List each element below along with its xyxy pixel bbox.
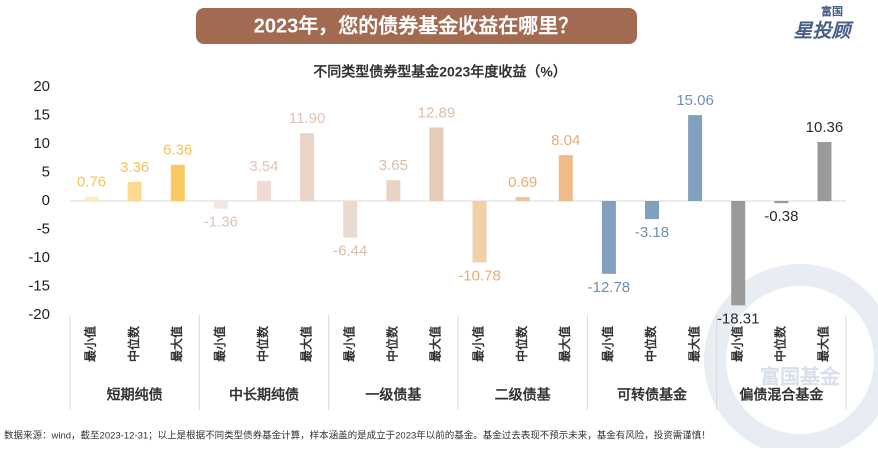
bar bbox=[213, 201, 228, 209]
watermark: 富国基金 bbox=[760, 364, 841, 388]
x-tick-label: 最大值 bbox=[169, 326, 184, 362]
value-label: 3.36 bbox=[120, 159, 149, 176]
value-label: 15.06 bbox=[676, 92, 714, 109]
group-label: 可转债基金 bbox=[617, 387, 688, 403]
value-label: 11.90 bbox=[289, 110, 325, 127]
value-label: 0.69 bbox=[508, 174, 537, 191]
y-tick-label: 10 bbox=[33, 135, 50, 152]
bar bbox=[645, 201, 659, 220]
logo-main: 星投顾 bbox=[793, 20, 854, 42]
value-label: -12.78 bbox=[588, 279, 631, 296]
value-label: 3.54 bbox=[249, 158, 278, 175]
x-tick-label: 最小值 bbox=[212, 326, 227, 362]
x-tick-label: 最大值 bbox=[816, 326, 831, 362]
y-tick-label: 20 bbox=[33, 78, 50, 95]
bar bbox=[127, 181, 142, 201]
y-tick-label: 0 bbox=[42, 192, 50, 209]
bar bbox=[558, 155, 573, 201]
x-tick-label: 中位数 bbox=[255, 325, 270, 362]
y-tick-label: -20 bbox=[28, 306, 50, 323]
bar bbox=[731, 201, 746, 306]
bar bbox=[343, 201, 358, 238]
x-tick-label: 最小值 bbox=[341, 326, 356, 362]
value-label: 8.04 bbox=[551, 132, 580, 149]
bar bbox=[688, 115, 703, 201]
y-tick-label: 5 bbox=[42, 163, 50, 180]
x-tick-label: 中位数 bbox=[643, 325, 658, 362]
x-tick-label: 最小值 bbox=[83, 326, 98, 362]
watermark-ring bbox=[704, 264, 878, 453]
bar bbox=[386, 180, 401, 201]
bar bbox=[472, 201, 487, 263]
bar bbox=[84, 196, 99, 201]
value-label: 0.76 bbox=[77, 174, 106, 191]
bar bbox=[774, 201, 789, 204]
bar bbox=[601, 201, 616, 274]
x-tick-label: 中位数 bbox=[773, 325, 788, 362]
x-tick-label: 最大值 bbox=[557, 326, 572, 362]
x-tick-label: 最小值 bbox=[471, 326, 486, 362]
bar bbox=[170, 164, 185, 201]
y-tick-label: -10 bbox=[28, 249, 50, 266]
value-label: -3.18 bbox=[635, 224, 669, 241]
value-label: 3.65 bbox=[379, 157, 408, 174]
value-label: -18.31 bbox=[717, 310, 760, 327]
y-tick-label: 15 bbox=[33, 106, 50, 123]
y-tick-label: -15 bbox=[28, 277, 50, 294]
bar bbox=[515, 197, 530, 201]
value-label: -10.78 bbox=[458, 267, 501, 284]
bar bbox=[817, 141, 832, 201]
chart-title: 不同类型债券型基金2023年度收益（%） bbox=[313, 64, 567, 80]
x-tick-label: 中位数 bbox=[126, 325, 141, 362]
bar bbox=[257, 180, 271, 201]
x-tick-label: 最小值 bbox=[729, 326, 744, 362]
x-tick-label: 最大值 bbox=[428, 326, 443, 362]
footnote: 数据来源：wind，截至2023-12-31；以上是根据不同类型债券基金计算，样… bbox=[4, 430, 711, 442]
x-tick-label: 最大值 bbox=[298, 326, 313, 362]
bar bbox=[429, 127, 444, 201]
value-label: 10.36 bbox=[806, 119, 844, 136]
value-label: -0.38 bbox=[764, 208, 798, 225]
x-tick-label: 中位数 bbox=[514, 325, 529, 362]
value-label: -1.36 bbox=[204, 214, 238, 231]
banner: 2023年，您的债券基金收益在哪里？ bbox=[254, 13, 579, 37]
banner-bg bbox=[196, 8, 637, 44]
group-label: 二级债基 bbox=[495, 387, 552, 403]
x-tick-label: 最小值 bbox=[600, 326, 615, 362]
logo-top: 富国 bbox=[821, 4, 843, 18]
bar bbox=[300, 133, 315, 201]
x-tick-label: 最大值 bbox=[686, 326, 701, 362]
group-label: 一级债基 bbox=[365, 387, 422, 403]
x-tick-label: 中位数 bbox=[385, 325, 400, 362]
value-label: 12.89 bbox=[418, 104, 456, 121]
value-label: 6.36 bbox=[163, 142, 192, 159]
group-label: 中长期纯债 bbox=[229, 387, 299, 403]
y-tick-label: -5 bbox=[37, 220, 50, 237]
value-label: -6.44 bbox=[333, 243, 367, 260]
group-label: 偏债混合基金 bbox=[739, 387, 824, 403]
group-label: 短期纯债 bbox=[107, 387, 163, 403]
